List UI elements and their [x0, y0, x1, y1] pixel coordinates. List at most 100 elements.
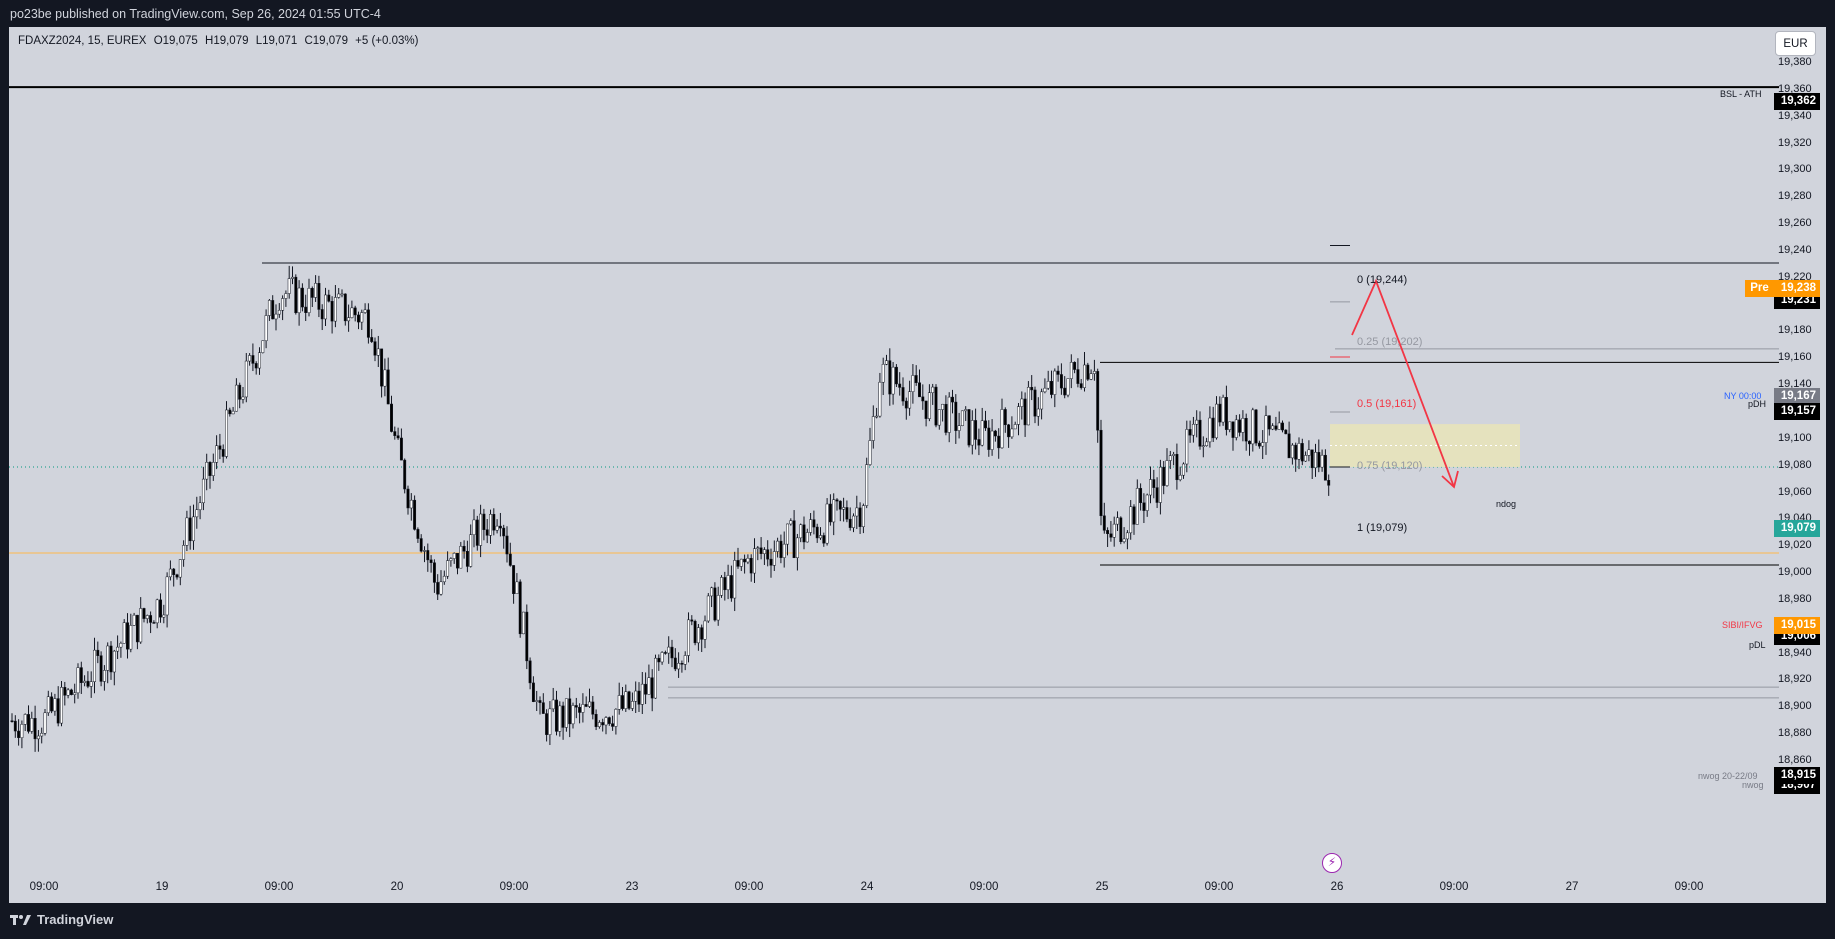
candle-body — [993, 430, 997, 437]
candle-body — [172, 568, 176, 575]
candle-body — [597, 722, 601, 727]
candle-body — [251, 355, 255, 364]
price-label-pre: 19,238 — [1774, 280, 1820, 297]
candle-body — [508, 553, 512, 566]
candle-body — [809, 519, 813, 533]
candle-body — [1036, 408, 1040, 417]
candle-body — [1281, 422, 1284, 431]
candle-body — [571, 705, 575, 725]
fib-1-label: 1 (19,079) — [1357, 522, 1408, 534]
candle-body — [654, 657, 657, 699]
x-tick: 09:00 — [1674, 881, 1704, 893]
arrow-path — [1351, 278, 1455, 488]
nwog2-label: nwog — [1742, 780, 1764, 790]
candle-body — [1224, 397, 1228, 430]
candle-body — [1142, 502, 1146, 511]
candle-body — [522, 611, 525, 635]
candle-body — [1211, 417, 1215, 439]
candle-body — [13, 720, 17, 732]
y-tick: 19,340 — [1778, 109, 1812, 122]
candle-body — [977, 439, 981, 446]
candle-body — [1201, 445, 1205, 447]
chart-area[interactable] — [9, 27, 1826, 903]
candle-body — [373, 341, 377, 356]
candle-body — [304, 306, 308, 313]
candle-body — [1000, 409, 1004, 449]
currency-button[interactable]: EUR — [1775, 31, 1816, 56]
candle-body — [258, 352, 261, 369]
candle-body — [792, 520, 796, 558]
candle-body — [261, 340, 265, 353]
y-tick: 19,280 — [1778, 190, 1812, 203]
candle-body — [1033, 389, 1037, 417]
candle-body — [637, 690, 641, 705]
candle-body — [1191, 423, 1195, 436]
candle-body — [515, 581, 519, 594]
y-tick: 19,380 — [1778, 56, 1812, 68]
legend-high: H19,079 — [205, 35, 249, 47]
candle-body — [1112, 523, 1116, 538]
candle-body — [66, 689, 70, 696]
candle-body — [888, 360, 892, 395]
candle-body — [663, 652, 667, 654]
fib-025-label: 0.25 (19,202) — [1357, 336, 1423, 348]
candle-body — [561, 705, 565, 728]
tradingview-logo[interactable]: TradingView — [10, 912, 113, 927]
candle-body — [594, 714, 598, 727]
candle-body — [135, 614, 139, 643]
candle-body — [386, 369, 390, 405]
candle-body — [898, 383, 902, 388]
candle-body — [1271, 425, 1275, 430]
y-tick: 19,300 — [1778, 163, 1812, 176]
candle-body — [340, 293, 344, 296]
legend-change: +5 (+0.03%) — [355, 35, 419, 47]
candle-body — [1182, 463, 1185, 476]
candle-body — [739, 558, 743, 567]
candle-body — [911, 375, 915, 392]
candle-body — [1092, 371, 1096, 374]
x-tick: 25 — [1095, 881, 1109, 893]
candle-body — [650, 677, 654, 699]
candle-body — [1178, 474, 1182, 481]
candle-body — [1056, 370, 1060, 375]
candle-body — [234, 384, 238, 412]
candle-body — [805, 532, 809, 543]
candle-body — [1043, 387, 1047, 393]
candle-body — [858, 507, 862, 527]
candle-body — [1059, 374, 1063, 389]
candle-body — [129, 625, 133, 650]
x-tick: 23 — [625, 881, 639, 893]
candle-body — [76, 667, 80, 694]
x-tick: 09:00 — [969, 881, 999, 893]
sibi-label: SIBI/IFVG — [1722, 620, 1763, 630]
candle-body — [489, 514, 492, 536]
candle-body — [776, 540, 780, 552]
legend-close: C19,079 — [304, 35, 348, 47]
candle-body — [192, 516, 195, 542]
candle-body — [287, 278, 291, 294]
candle-body — [815, 526, 819, 539]
candle-body — [1231, 421, 1235, 438]
candle-body — [459, 545, 463, 569]
candle-body — [980, 420, 984, 446]
candle-body — [769, 558, 773, 566]
candle-body — [924, 400, 928, 419]
candle-body — [320, 309, 324, 320]
candle-body — [1165, 460, 1169, 486]
candle-body — [525, 611, 529, 662]
candle-body — [944, 403, 948, 433]
candle-body — [327, 294, 331, 302]
candle-body — [617, 695, 621, 710]
candle-body — [891, 366, 895, 395]
candle-body — [1066, 378, 1070, 396]
x-tick: 09:00 — [264, 881, 294, 893]
candle-body — [1314, 452, 1317, 469]
lightning-icon[interactable]: ⚡ — [1322, 853, 1342, 873]
candle-body — [746, 557, 750, 563]
candle-body — [53, 698, 57, 712]
candle-body — [789, 520, 793, 525]
y-tick: 18,860 — [1778, 754, 1812, 766]
candle-body — [1083, 364, 1086, 388]
candle-body — [274, 313, 278, 320]
